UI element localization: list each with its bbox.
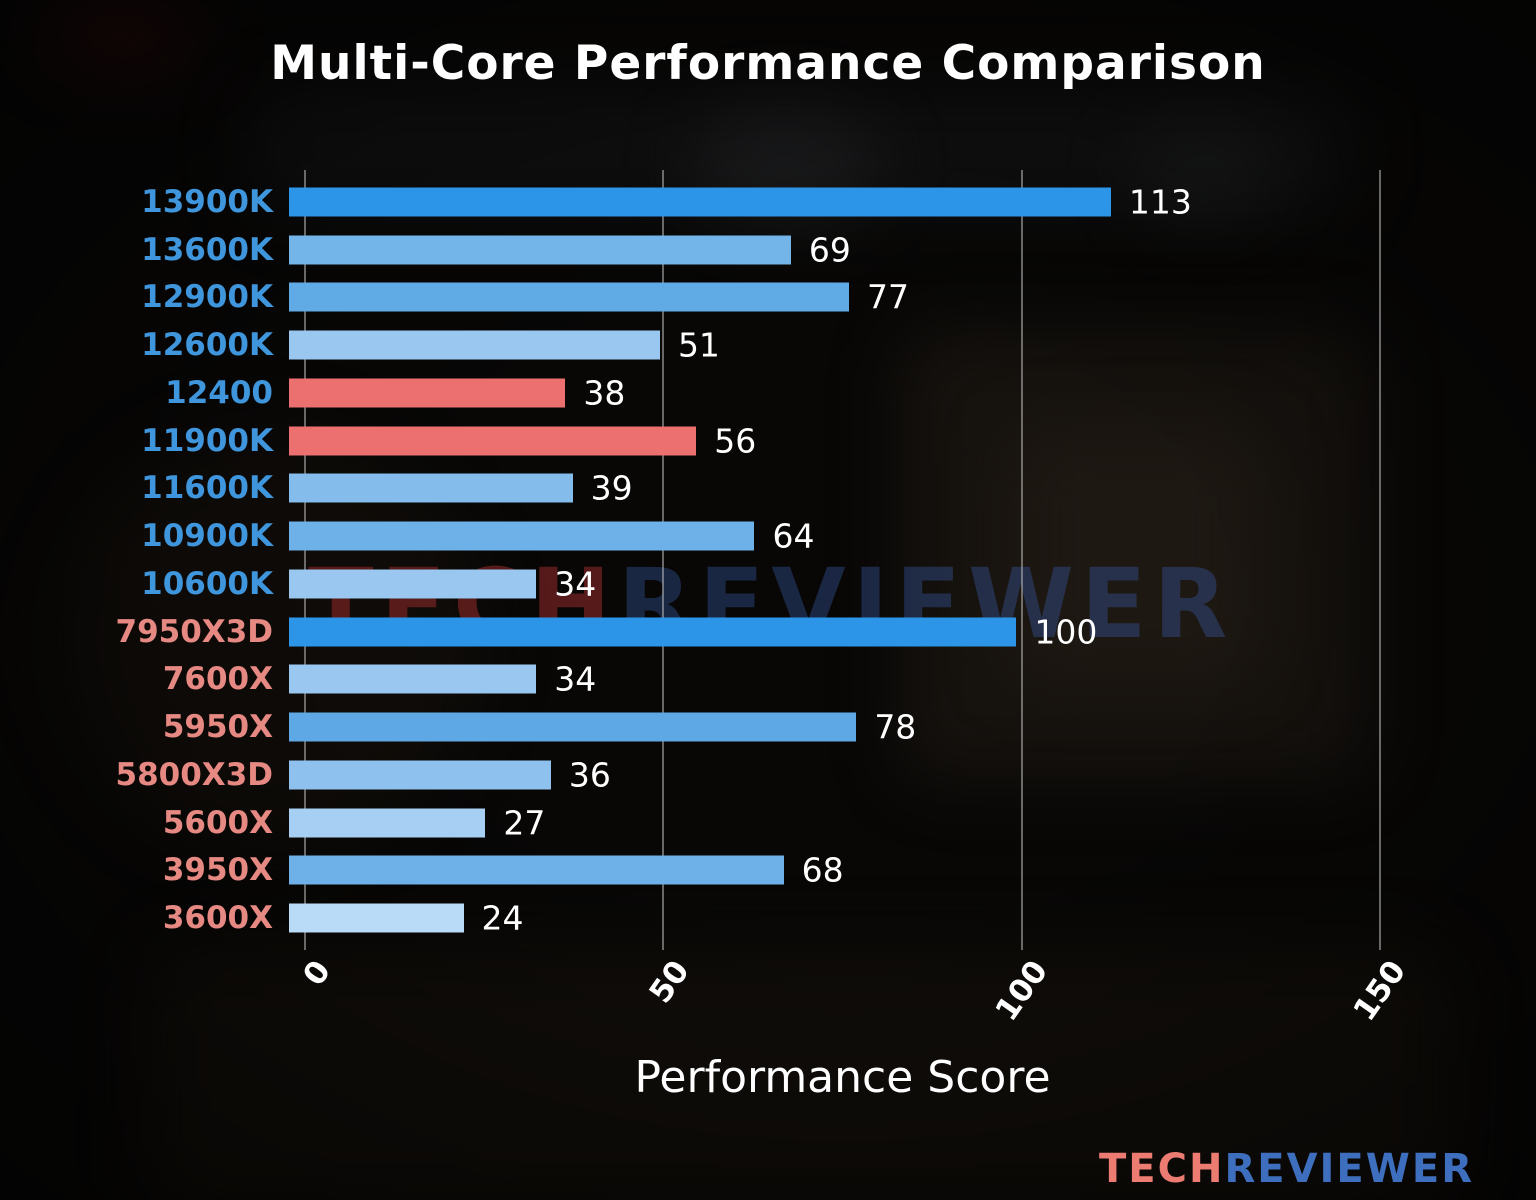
- chart-row: 12600K 51: [0, 321, 1536, 369]
- bar-track: 34: [289, 656, 1380, 704]
- bar-track: 24: [289, 894, 1380, 942]
- gridline: [662, 170, 665, 950]
- bar-track: 27: [289, 799, 1380, 847]
- bar: [289, 187, 1111, 217]
- bar-chart: 13900K 113 13600K 69 12900K 77 12600K 51 12400 38…: [0, 170, 1536, 950]
- bar: [289, 282, 850, 312]
- bar-track: 77: [289, 274, 1380, 322]
- brand-logo-reviewer: REVIEWER: [1224, 1146, 1474, 1192]
- chart-row: 10900K 64: [0, 512, 1536, 560]
- category-label: 10900K: [141, 518, 273, 555]
- chart-row: 13600K 69: [0, 226, 1536, 274]
- gridline: [1379, 170, 1381, 950]
- value-label: 64: [772, 516, 815, 556]
- category-label: 3950X: [162, 852, 273, 889]
- bar: [289, 235, 791, 265]
- category-label: 5600X: [162, 804, 273, 841]
- gridlines: [304, 170, 1381, 950]
- chart-rows: 13900K 113 13600K 69 12900K 77 12600K 51 12400 38…: [0, 178, 1536, 942]
- bar-track: 36: [289, 751, 1380, 799]
- bar: [289, 664, 537, 694]
- chart-row: 11900K 56: [0, 417, 1536, 465]
- bar: [289, 378, 566, 408]
- bar-track: 51: [289, 321, 1380, 369]
- chart-row: 13900K 113: [0, 178, 1536, 226]
- bar-track: 78: [289, 703, 1380, 751]
- bar-track: 39: [289, 465, 1380, 513]
- category-label: 7600X: [162, 661, 273, 698]
- bar: [289, 426, 697, 456]
- chart-row: 7950X3D 100: [0, 608, 1536, 656]
- category-label: 7950X3D: [115, 613, 273, 650]
- bar-track: 38: [289, 369, 1380, 417]
- bar-track: 69: [289, 226, 1380, 274]
- chart-row: 11600K 39: [0, 465, 1536, 513]
- value-label: 113: [1128, 182, 1192, 222]
- bar-track: 64: [289, 512, 1380, 560]
- category-label: 13900K: [141, 183, 273, 220]
- bar-track: 68: [289, 847, 1380, 895]
- chart-title: Multi-Core Performance Comparison: [270, 36, 1266, 91]
- bar: [289, 712, 857, 742]
- value-label: 34: [554, 564, 597, 604]
- bar: [289, 808, 486, 838]
- value-label: 68: [801, 850, 844, 890]
- value-label: 27: [503, 803, 546, 843]
- bar: [289, 569, 537, 599]
- value-label: 77: [867, 277, 910, 317]
- bar-track: 34: [289, 560, 1380, 608]
- bar-track: 56: [289, 417, 1380, 465]
- value-label: 39: [590, 468, 633, 508]
- chart-row: 10600K 34: [0, 560, 1536, 608]
- value-label: 100: [1034, 612, 1098, 652]
- brand-logo: TECHREVIEWER: [1099, 1146, 1474, 1192]
- category-label: 12600K: [141, 327, 273, 364]
- gridline: [304, 170, 306, 950]
- x-tick-label: 50: [642, 954, 697, 1010]
- category-label: 11600K: [141, 470, 273, 507]
- value-label: 78: [874, 707, 917, 747]
- chart-row: 5600X 27: [0, 799, 1536, 847]
- chart-row: 5950X 78: [0, 703, 1536, 751]
- chart-row: 7600X 34: [0, 656, 1536, 704]
- chart-row: 3950X 68: [0, 847, 1536, 895]
- category-label: 12400: [165, 374, 273, 411]
- value-label: 34: [554, 659, 597, 699]
- bar-track: 100: [289, 608, 1380, 656]
- gridline: [1020, 170, 1023, 950]
- bar-track: 113: [289, 178, 1380, 226]
- category-label: 10600K: [141, 565, 273, 602]
- brand-logo-tech: TECH: [1099, 1146, 1225, 1192]
- chart-row: 5800X3D 36: [0, 751, 1536, 799]
- bar: [289, 760, 551, 790]
- category-label: 13600K: [141, 231, 273, 268]
- value-label: 38: [583, 373, 626, 413]
- value-label: 36: [568, 755, 611, 795]
- chart-row: 12400 38: [0, 369, 1536, 417]
- x-axis-label: Performance Score: [634, 1052, 1051, 1103]
- value-label: 56: [714, 421, 757, 461]
- value-label: 69: [808, 230, 851, 270]
- category-label: 5950X: [162, 709, 273, 746]
- bar: [289, 330, 660, 360]
- category-label: 5800X3D: [115, 756, 273, 793]
- chart-row: 3600X 24: [0, 894, 1536, 942]
- bar: [289, 521, 755, 551]
- bar: [289, 855, 784, 885]
- bar: [289, 473, 573, 503]
- value-label: 24: [481, 898, 524, 938]
- category-label: 3600X: [162, 900, 273, 937]
- x-axis-ticks: 0 50 100 150: [297, 948, 1414, 1058]
- category-label: 11900K: [141, 422, 273, 459]
- bar: [289, 617, 1017, 647]
- value-label: 51: [677, 325, 720, 365]
- bar: [289, 903, 464, 933]
- chart-row: 12900K 77: [0, 274, 1536, 322]
- x-tick-label: 100: [988, 954, 1056, 1028]
- category-label: 12900K: [141, 279, 273, 316]
